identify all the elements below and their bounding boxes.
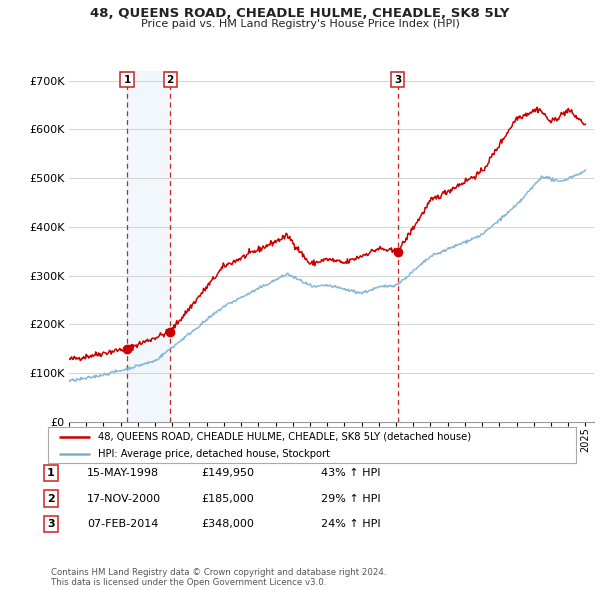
Text: HPI: Average price, detached house, Stockport: HPI: Average price, detached house, Stoc… bbox=[98, 449, 330, 459]
Text: £149,950: £149,950 bbox=[201, 468, 254, 478]
Text: 3: 3 bbox=[47, 519, 55, 529]
Text: 1: 1 bbox=[47, 468, 55, 478]
Text: £185,000: £185,000 bbox=[201, 494, 254, 503]
Text: 3: 3 bbox=[394, 74, 401, 84]
Text: £348,000: £348,000 bbox=[201, 519, 254, 529]
Text: 48, QUEENS ROAD, CHEADLE HULME, CHEADLE, SK8 5LY: 48, QUEENS ROAD, CHEADLE HULME, CHEADLE,… bbox=[90, 7, 510, 20]
Bar bbox=[127, 71, 170, 422]
Text: 15-MAY-1998: 15-MAY-1998 bbox=[87, 468, 159, 478]
Text: 1: 1 bbox=[124, 74, 131, 84]
Text: 07-FEB-2014: 07-FEB-2014 bbox=[87, 519, 158, 529]
Text: 48, QUEENS ROAD, CHEADLE HULME, CHEADLE, SK8 5LY (detached house): 48, QUEENS ROAD, CHEADLE HULME, CHEADLE,… bbox=[98, 432, 471, 442]
Text: 29% ↑ HPI: 29% ↑ HPI bbox=[321, 494, 380, 503]
Text: 2: 2 bbox=[167, 74, 174, 84]
Text: 17-NOV-2000: 17-NOV-2000 bbox=[87, 494, 161, 503]
Text: 2: 2 bbox=[47, 494, 55, 503]
Text: 43% ↑ HPI: 43% ↑ HPI bbox=[321, 468, 380, 478]
Text: Price paid vs. HM Land Registry's House Price Index (HPI): Price paid vs. HM Land Registry's House … bbox=[140, 19, 460, 29]
Text: 24% ↑ HPI: 24% ↑ HPI bbox=[321, 519, 380, 529]
Text: Contains HM Land Registry data © Crown copyright and database right 2024.
This d: Contains HM Land Registry data © Crown c… bbox=[51, 568, 386, 587]
